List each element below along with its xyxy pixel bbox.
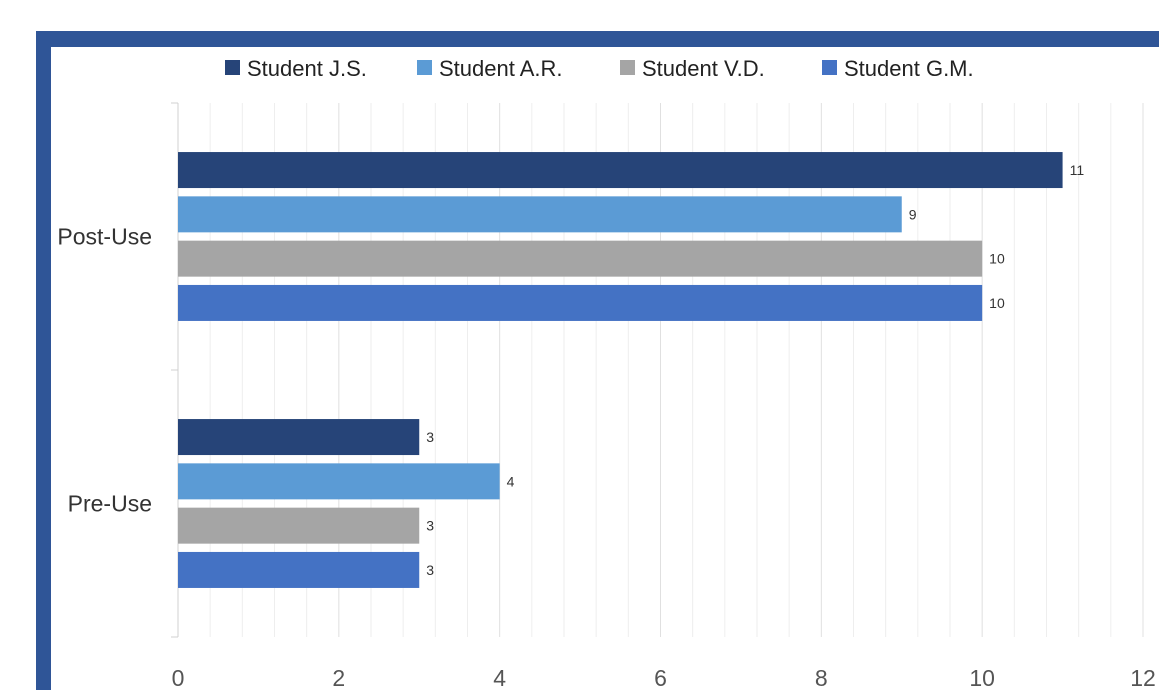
legend-swatch xyxy=(417,60,432,75)
legend-swatch xyxy=(620,60,635,75)
x-tick-label: 0 xyxy=(172,665,185,690)
x-tick-label: 12 xyxy=(1130,665,1156,690)
legend-label: Student A.R. xyxy=(439,56,563,81)
bar xyxy=(178,284,983,321)
legend-label: Student G.M. xyxy=(844,56,974,81)
bar xyxy=(178,551,420,588)
data-label: 3 xyxy=(426,429,434,445)
data-label: 3 xyxy=(426,518,434,534)
legend-swatch xyxy=(822,60,837,75)
bar xyxy=(178,507,420,544)
data-label: 10 xyxy=(989,295,1005,311)
frame-border-left xyxy=(36,31,51,690)
legend: Student J.S. Student A.R. Student V.D. Stud… xyxy=(225,56,974,81)
data-label: 9 xyxy=(909,206,917,222)
category-label: Pre-Use xyxy=(68,491,152,517)
data-label: 11 xyxy=(1070,162,1085,178)
x-tick-label: 10 xyxy=(969,665,995,690)
category-label: Post-Use xyxy=(57,224,152,250)
legend-swatch xyxy=(225,60,240,75)
bar xyxy=(178,240,983,277)
x-tick-label: 4 xyxy=(493,665,506,690)
data-labels: 11 9 10 10 3 4 3 3 xyxy=(426,162,1084,578)
data-label: 10 xyxy=(989,251,1005,267)
category-labels: Post-Use Pre-Use xyxy=(57,224,152,517)
x-tick-label: 2 xyxy=(332,665,345,690)
bar xyxy=(178,419,420,456)
data-label: 4 xyxy=(507,473,515,489)
x-tick-label: 6 xyxy=(654,665,667,690)
x-tick-labels: 0 2 4 6 8 10 12 xyxy=(172,665,1156,690)
category-axis xyxy=(171,102,179,638)
gridlines xyxy=(209,103,1144,637)
bar xyxy=(178,152,1063,189)
bar xyxy=(178,196,902,233)
bars xyxy=(178,152,1063,588)
bar xyxy=(178,463,500,500)
legend-label: Student J.S. xyxy=(247,56,367,81)
legend-label: Student V.D. xyxy=(642,56,765,81)
frame-border-top xyxy=(36,31,1159,47)
x-tick-label: 8 xyxy=(815,665,828,690)
data-label: 3 xyxy=(426,562,434,578)
